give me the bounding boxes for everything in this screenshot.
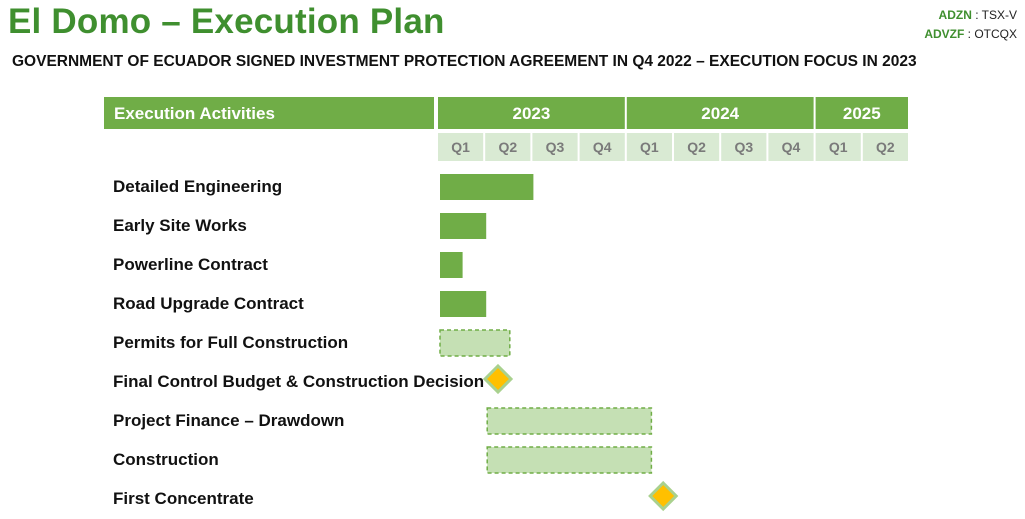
task-label: Construction: [113, 450, 219, 469]
quarter-label: Q2: [876, 139, 895, 155]
task-label: Road Upgrade Contract: [113, 294, 304, 313]
task-bar: [440, 213, 487, 239]
quarter-label: Q3: [734, 139, 753, 155]
quarter-label: Q1: [640, 139, 659, 155]
year-header-bg: [438, 97, 625, 129]
year-header-2025: 2025: [843, 104, 881, 123]
quarter-label: Q2: [498, 139, 517, 155]
quarter-cell: [768, 133, 814, 161]
page-subtitle: GOVERNMENT OF ECUADOR SIGNED INVESTMENT …: [12, 53, 917, 70]
activities-header: Execution Activities: [114, 104, 275, 123]
quarter-label: Q4: [593, 139, 612, 155]
milestone-diamond: [648, 480, 679, 512]
task-label: Final Control Budget & Construction Deci…: [113, 372, 484, 391]
task-bar: [440, 174, 534, 200]
task-label: Project Finance – Drawdown: [113, 411, 344, 430]
year-header-bg: [815, 97, 908, 129]
task-bar-planned: [486, 446, 653, 474]
ticker-otcqx: ADVZF : OTCQX: [924, 27, 1017, 41]
ticker-exchange: TSX-V: [981, 8, 1017, 22]
ticker-separator: :: [971, 8, 982, 22]
milestone-diamond: [482, 363, 514, 395]
quarter-label: Q2: [687, 139, 706, 155]
quarter-label: Q4: [782, 139, 801, 155]
task-bar: [440, 252, 463, 278]
quarter-cell: [862, 133, 908, 161]
task-label: Permits for Full Construction: [113, 333, 348, 352]
quarter-cell: [438, 133, 484, 161]
ticker-symbol: ADVZF: [924, 27, 965, 41]
year-header-2024: 2024: [701, 104, 739, 123]
quarter-cell: [532, 133, 578, 161]
ticker-exchange: OTCQX: [974, 27, 1017, 41]
task-bar: [440, 291, 487, 317]
quarter-cell: [579, 133, 625, 161]
ticker-tsxv: ADZN : TSX-V: [939, 8, 1017, 22]
quarter-cell: [626, 133, 672, 161]
task-bar-planned: [439, 329, 511, 357]
task-label: Powerline Contract: [113, 255, 268, 274]
task-label: Detailed Engineering: [113, 177, 282, 196]
task-label: First Concentrate: [113, 489, 254, 508]
year-header-2023: 2023: [512, 104, 550, 123]
ticker-symbol: ADZN: [938, 8, 972, 22]
year-header-bg: [626, 97, 814, 129]
quarter-cell: [815, 133, 861, 161]
quarter-cell: [721, 133, 767, 161]
quarter-cell: [674, 133, 720, 161]
task-label: Early Site Works: [113, 216, 247, 235]
page-title: El Domo – Execution Plan: [8, 2, 445, 41]
quarter-cell: [485, 133, 531, 161]
quarter-label: Q1: [829, 139, 848, 155]
ticker-separator: :: [964, 27, 975, 41]
activities-header-bg: [104, 97, 434, 129]
quarter-label: Q1: [451, 139, 470, 155]
task-bar-planned: [486, 407, 653, 435]
quarter-label: Q3: [546, 139, 565, 155]
